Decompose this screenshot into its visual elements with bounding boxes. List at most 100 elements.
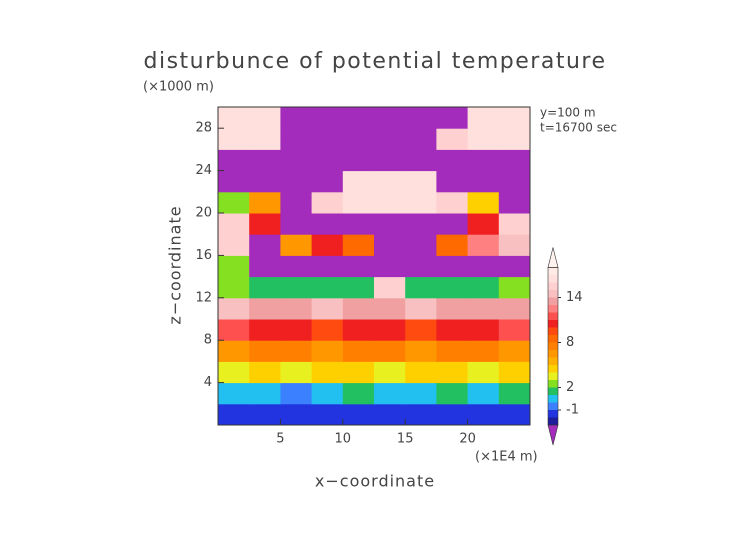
contour-cell — [436, 191, 469, 214]
contour-cell — [249, 107, 281, 129]
y-tick-label: 8 — [204, 333, 212, 348]
contour-cell — [342, 255, 375, 278]
contour-cell — [374, 191, 406, 214]
x-tick-label: 10 — [335, 432, 352, 447]
contour-cell — [280, 340, 313, 362]
contour-cell — [249, 319, 281, 341]
contour-cell — [342, 403, 375, 426]
contour-cell — [405, 234, 437, 256]
colorbar-segment — [548, 342, 558, 350]
contour-cell — [498, 382, 531, 405]
contour-cell — [280, 234, 313, 256]
colorbar-segment — [548, 387, 558, 395]
contour-cell — [436, 382, 469, 405]
contour-cell — [218, 107, 250, 129]
contour-cell — [374, 213, 406, 235]
contour-cell — [467, 149, 500, 172]
contour-cell — [498, 107, 531, 129]
contour-cell — [218, 276, 250, 299]
contour-cell — [218, 382, 250, 405]
contour-cell — [436, 276, 469, 299]
contour-cell — [280, 149, 313, 172]
colorbar-under — [547, 424, 559, 446]
y-unit: (×1000 m) — [143, 80, 214, 95]
contour-cell — [405, 297, 437, 320]
contour-cell — [280, 255, 313, 278]
contour-cell — [405, 255, 437, 278]
contour-cell — [405, 382, 437, 405]
contour-cell — [467, 191, 500, 214]
colorbar-segment — [548, 395, 558, 403]
contour-cell — [374, 361, 406, 384]
colorbar-segment — [548, 380, 558, 388]
contour-cell — [249, 297, 281, 320]
contour-cell — [311, 319, 344, 341]
contour-cell — [436, 361, 469, 384]
contour-cell — [405, 149, 437, 172]
colorbar-segment — [548, 417, 558, 425]
contour-cell — [498, 297, 531, 320]
colorbar-segment — [548, 402, 558, 410]
contour-cell — [342, 340, 375, 362]
y-tick-label: 24 — [195, 163, 212, 178]
contour-cell — [374, 170, 406, 193]
contour-cell — [467, 361, 500, 384]
contour-cell — [405, 191, 437, 214]
contour-cell — [311, 382, 344, 405]
contour-cell — [436, 297, 469, 320]
contour-cell — [249, 276, 281, 299]
contour-cell — [374, 128, 406, 150]
contour-cell — [311, 107, 344, 129]
contour-cell — [467, 107, 500, 129]
contour-cell — [342, 319, 375, 341]
contour-cell — [342, 149, 375, 172]
contour-cell — [249, 255, 281, 278]
contour-cell — [280, 191, 313, 214]
contour-cell — [218, 191, 250, 214]
colorbar-segment — [548, 410, 558, 418]
x-tick-label: 15 — [397, 432, 414, 447]
contour-cell — [280, 403, 313, 426]
colorbar-tick-label: 14 — [566, 290, 583, 305]
contour-cell — [280, 213, 313, 235]
contour-cell — [342, 170, 375, 193]
y-tick-label: 12 — [195, 290, 212, 305]
contour-cell — [249, 128, 281, 150]
annotation: t=16700 sec — [540, 121, 617, 135]
contour-cell — [405, 340, 437, 362]
contour-cell — [467, 403, 500, 426]
contour-cell — [467, 382, 500, 405]
colorbar-segment — [548, 365, 558, 373]
contour-cell — [374, 297, 406, 320]
contour-cell — [280, 382, 313, 405]
chart-title: disturbunce of potential temperature — [144, 49, 607, 74]
contour-cell — [436, 319, 469, 341]
contour-cell — [249, 191, 281, 214]
colorbar-tick-label: -1 — [566, 403, 579, 418]
x-axis-label: x−coordinate — [315, 472, 435, 491]
colorbar-tick-label: 8 — [566, 335, 574, 350]
colorbar-segment — [548, 320, 558, 328]
contour-cell — [405, 213, 437, 235]
contour-cell — [436, 170, 469, 193]
contour-cell — [405, 276, 437, 299]
colorbar-segment — [548, 327, 558, 335]
contour-cell — [405, 319, 437, 341]
contour-cell — [498, 213, 531, 235]
contour-cell — [280, 107, 313, 129]
contour-cell — [249, 403, 281, 426]
contour-cell — [280, 170, 313, 193]
contour-cell — [311, 191, 344, 214]
annotation: y=100 m — [540, 106, 596, 120]
contour-cell — [436, 340, 469, 362]
contour-cell — [405, 361, 437, 384]
colorbar-segment — [548, 297, 558, 305]
contour-cell — [218, 319, 250, 341]
contour-cell — [311, 276, 344, 299]
y-tick-label: 28 — [195, 121, 212, 136]
contour-cell — [498, 128, 531, 150]
contour-cell — [249, 361, 281, 384]
contour-cell — [311, 128, 344, 150]
colorbar-segment — [548, 282, 558, 290]
contour-cell — [498, 403, 531, 426]
